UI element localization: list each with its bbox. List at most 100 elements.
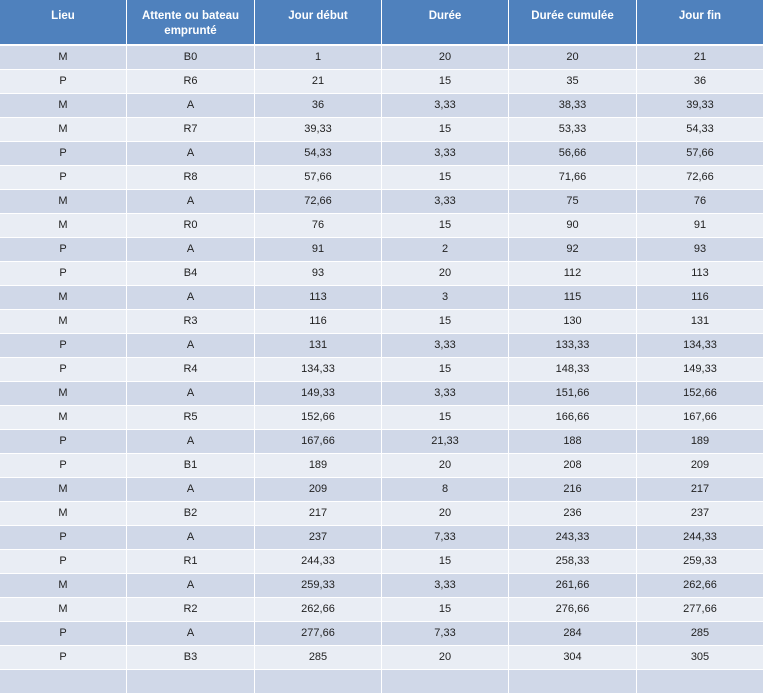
table-cell: A <box>127 334 255 358</box>
table-cell: M <box>0 406 127 430</box>
table-cell: 15 <box>382 166 509 190</box>
table-cell: M <box>0 598 127 622</box>
table-cell: 36 <box>255 94 382 118</box>
table-cell: 3,33 <box>382 94 509 118</box>
table-cell: 237 <box>255 526 382 550</box>
table-cell: A <box>127 142 255 166</box>
table-cell: 305 <box>637 646 764 670</box>
table-cell: P <box>0 430 127 454</box>
table-cell: A <box>127 526 255 550</box>
table-cell: A <box>127 622 255 646</box>
empty-cell <box>382 670 509 694</box>
table-cell: 3,33 <box>382 190 509 214</box>
table-cell: 56,66 <box>509 142 637 166</box>
table-cell: M <box>0 94 127 118</box>
table-cell: P <box>0 622 127 646</box>
table-cell: P <box>0 70 127 94</box>
table-cell: 7,33 <box>382 622 509 646</box>
table-cell: A <box>127 190 255 214</box>
table-cell: 148,33 <box>509 358 637 382</box>
table-cell: 91 <box>255 238 382 262</box>
table-cell: 285 <box>637 622 764 646</box>
empty-cell <box>509 670 637 694</box>
table-cell: P <box>0 166 127 190</box>
table-cell: 131 <box>637 310 764 334</box>
table-cell: 7,33 <box>382 526 509 550</box>
table-cell: B2 <box>127 502 255 526</box>
table-cell: M <box>0 190 127 214</box>
table-cell: 20 <box>509 46 637 70</box>
table-cell: A <box>127 286 255 310</box>
table-cell: A <box>127 238 255 262</box>
table-cell: 134,33 <box>255 358 382 382</box>
table-cell: B1 <box>127 454 255 478</box>
table-cell: 113 <box>255 286 382 310</box>
table-cell: 39,33 <box>637 94 764 118</box>
table-cell: 237 <box>637 502 764 526</box>
table-cell: 15 <box>382 406 509 430</box>
table-cell: 3,33 <box>382 142 509 166</box>
table-cell: 304 <box>509 646 637 670</box>
table-cell: M <box>0 310 127 334</box>
empty-cell <box>255 670 382 694</box>
table-cell: M <box>0 382 127 406</box>
table-cell: R7 <box>127 118 255 142</box>
table-cell: 115 <box>509 286 637 310</box>
table-cell: M <box>0 118 127 142</box>
table-cell: 149,33 <box>637 358 764 382</box>
table-cell: 93 <box>255 262 382 286</box>
table-cell: 72,66 <box>255 190 382 214</box>
table-cell: 15 <box>382 310 509 334</box>
table-cell: P <box>0 550 127 574</box>
table-cell: R1 <box>127 550 255 574</box>
table-cell: 243,33 <box>509 526 637 550</box>
table-cell: 72,66 <box>637 166 764 190</box>
table-cell: 217 <box>255 502 382 526</box>
table-cell: 149,33 <box>255 382 382 406</box>
table-cell: 15 <box>382 214 509 238</box>
table-cell: 130 <box>509 310 637 334</box>
table-cell: M <box>0 214 127 238</box>
table-cell: 209 <box>637 454 764 478</box>
table-cell: 76 <box>637 190 764 214</box>
table-cell: 261,66 <box>509 574 637 598</box>
table-cell: 20 <box>382 454 509 478</box>
table-cell: 152,66 <box>255 406 382 430</box>
table-cell: 209 <box>255 478 382 502</box>
table-cell: 3,33 <box>382 382 509 406</box>
table-cell: B4 <box>127 262 255 286</box>
table-cell: 188 <box>509 430 637 454</box>
empty-cell <box>637 670 764 694</box>
table-cell: 15 <box>382 358 509 382</box>
table-cell: 3,33 <box>382 334 509 358</box>
table-cell: 93 <box>637 238 764 262</box>
table-cell: 244,33 <box>637 526 764 550</box>
table-cell: M <box>0 46 127 70</box>
table-cell: 112 <box>509 262 637 286</box>
empty-cell <box>127 670 255 694</box>
table-cell: 262,66 <box>255 598 382 622</box>
table-cell: 57,66 <box>637 142 764 166</box>
table-cell: 39,33 <box>255 118 382 142</box>
table-cell: 276,66 <box>509 598 637 622</box>
table-cell: 133,33 <box>509 334 637 358</box>
table-cell: 20 <box>382 262 509 286</box>
table-cell: 20 <box>382 46 509 70</box>
table-cell: 21,33 <box>382 430 509 454</box>
table-cell: 90 <box>509 214 637 238</box>
table-cell: 15 <box>382 598 509 622</box>
table-cell: P <box>0 454 127 478</box>
table-cell: 131 <box>255 334 382 358</box>
header-cell: Jour début <box>255 0 382 46</box>
table-cell: 2 <box>382 238 509 262</box>
table-cell: A <box>127 574 255 598</box>
table-cell: 15 <box>382 70 509 94</box>
header-cell: Jour fin <box>637 0 764 46</box>
table-cell: P <box>0 238 127 262</box>
table-cell: 1 <box>255 46 382 70</box>
table-cell: 244,33 <box>255 550 382 574</box>
table-cell: 284 <box>509 622 637 646</box>
table-cell: 259,33 <box>637 550 764 574</box>
table-cell: 75 <box>509 190 637 214</box>
